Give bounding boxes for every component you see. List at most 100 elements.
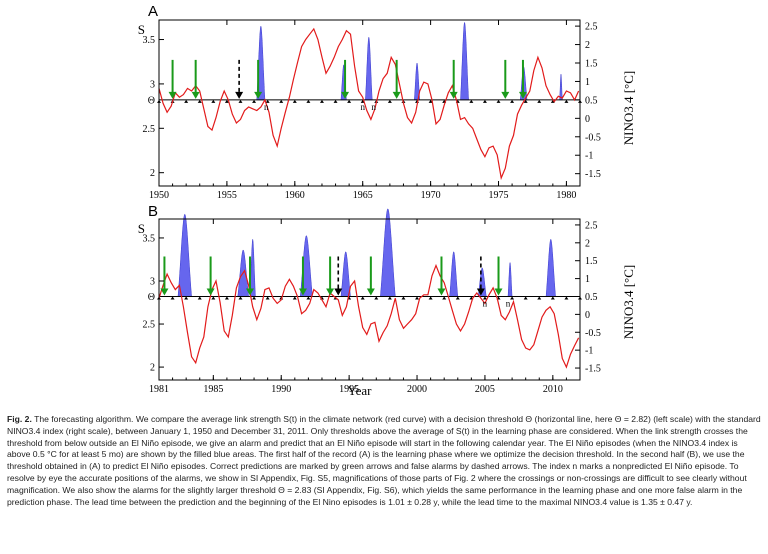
- correct-alarm-arrowhead: [437, 288, 446, 296]
- correct-alarm-arrowhead: [501, 91, 510, 99]
- theta-label: Θ: [148, 292, 155, 303]
- false-alarm-arrowhead: [334, 288, 343, 296]
- correct-alarm-arrowhead: [254, 91, 263, 99]
- correct-alarm-arrowhead: [245, 288, 254, 296]
- correct-alarm-arrowhead: [168, 91, 177, 99]
- correct-alarm-arrowhead: [206, 288, 215, 296]
- threshold-year-marker: [224, 296, 229, 300]
- threshold-year-marker: [510, 296, 515, 300]
- nino-episode-area: [507, 262, 513, 297]
- threshold-year-marker: [523, 296, 528, 300]
- correct-alarm-arrowhead: [341, 91, 350, 99]
- y-left-tick-label: 3.5: [143, 35, 156, 46]
- threshold-year-marker: [523, 99, 528, 103]
- false-alarm-arrowhead: [235, 91, 244, 99]
- x-axis-label: Year: [348, 383, 373, 398]
- y-right-tick-label: 0: [585, 310, 590, 321]
- correct-alarm-arrowhead: [298, 288, 307, 296]
- theta-label: Θ: [148, 95, 155, 106]
- x-tick-label: 2005: [475, 384, 495, 395]
- y-left-tick-label: 2.5: [143, 320, 156, 331]
- threshold-year-marker: [197, 99, 202, 103]
- y-right-tick-label: 1: [585, 274, 590, 285]
- panel-b-letter: B: [148, 203, 158, 220]
- nonpredicted-marker: n: [483, 298, 488, 308]
- threshold-year-marker: [238, 99, 243, 103]
- threshold-year-marker: [510, 99, 515, 103]
- y-right-tick-label: 2: [585, 40, 590, 51]
- nino-episode-area: [449, 251, 459, 297]
- threshold-year-marker: [387, 296, 392, 300]
- threshold-year-marker: [537, 99, 542, 103]
- x-tick-label: 1950: [149, 190, 169, 201]
- threshold-year-marker: [197, 296, 202, 300]
- false-alarm-arrowhead: [476, 288, 485, 296]
- threshold-year-marker: [265, 296, 270, 300]
- x-tick-label: 1980: [556, 190, 576, 201]
- correct-alarm-arrowhead: [449, 91, 458, 99]
- y-right-tick-label: 2.5: [585, 220, 598, 231]
- threshold-year-marker: [347, 99, 352, 103]
- threshold-year-marker: [333, 99, 338, 103]
- threshold-year-marker: [184, 99, 189, 103]
- threshold-year-marker: [550, 296, 555, 300]
- nino-episode-area: [380, 208, 396, 297]
- threshold-year-marker: [469, 99, 474, 103]
- threshold-year-marker: [401, 296, 406, 300]
- y-right-tick-label: -1.5: [585, 169, 601, 180]
- x-tick-label: 2010: [543, 384, 563, 395]
- panel-b-right-axis-label: NINO3.4 [°C]: [621, 265, 636, 340]
- y-left-axis-label: S: [138, 22, 145, 37]
- threshold-year-marker: [252, 99, 257, 103]
- figure-caption: Fig. 2. The forecasting algorithm. We co…: [7, 414, 763, 508]
- threshold-year-marker: [265, 99, 270, 103]
- correct-alarm-arrowhead: [518, 91, 527, 99]
- y-right-tick-label: -1: [585, 346, 593, 357]
- y-right-tick-label: 0.5: [585, 292, 598, 303]
- threshold-year-marker: [428, 99, 433, 103]
- nino-episode-area: [340, 251, 351, 297]
- link-strength-curve: [158, 27, 580, 181]
- caption-text: The forecasting algorithm. We compare th…: [7, 414, 761, 507]
- threshold-year-marker: [482, 296, 487, 300]
- panel-a-letter: A: [148, 3, 158, 20]
- y-left-axis-label: S: [138, 221, 145, 236]
- y-right-tick-label: -1: [585, 151, 593, 162]
- threshold-year-marker: [415, 296, 420, 300]
- threshold-year-marker: [292, 296, 297, 300]
- y-right-tick-label: 0: [585, 114, 590, 125]
- panel-a-right-axis-label: NINO3.4 [°C]: [621, 71, 636, 146]
- x-tick-label: 1975: [489, 190, 509, 201]
- y-right-tick-label: -0.5: [585, 328, 601, 339]
- caption-label: Fig. 2.: [7, 414, 32, 424]
- x-tick-label: 1960: [285, 190, 305, 201]
- x-tick-label: 2000: [407, 384, 427, 395]
- threshold-year-marker: [292, 99, 297, 103]
- y-right-tick-label: 2.5: [585, 22, 598, 33]
- correct-alarm-arrowhead: [392, 91, 401, 99]
- x-tick-label: 1990: [271, 384, 291, 395]
- x-tick-label: 1981: [149, 384, 169, 395]
- x-tick-label: 1985: [203, 384, 223, 395]
- y-left-tick-label: 3: [150, 79, 155, 90]
- threshold-year-marker: [238, 296, 243, 300]
- nonpredicted-marker: n: [506, 298, 511, 308]
- threshold-year-marker: [184, 296, 189, 300]
- threshold-year-marker: [224, 99, 229, 103]
- link-strength-curve: [158, 263, 580, 369]
- x-tick-label: 1995: [339, 384, 359, 395]
- threshold-year-marker: [537, 296, 542, 300]
- nino-episode-area: [545, 238, 556, 297]
- threshold-year-marker: [211, 99, 216, 103]
- threshold-year-marker: [360, 296, 365, 300]
- threshold-year-marker: [306, 99, 311, 103]
- correct-alarm-arrowhead: [191, 91, 200, 99]
- threshold-year-marker: [442, 296, 447, 300]
- correct-alarm-arrowhead: [326, 288, 335, 296]
- plot-frame: [158, 19, 581, 187]
- threshold-year-marker: [319, 99, 324, 103]
- threshold-year-marker: [387, 99, 392, 103]
- x-tick-label: 1965: [353, 190, 373, 201]
